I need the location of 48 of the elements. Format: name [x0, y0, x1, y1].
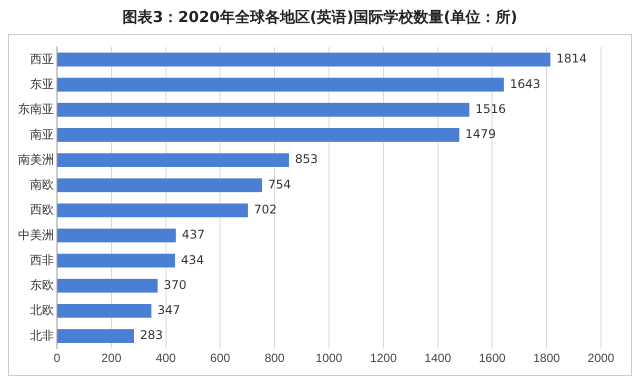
data-label: 754 — [268, 177, 291, 192]
data-label: 370 — [164, 278, 187, 292]
data-label: 702 — [254, 202, 277, 216]
data-label: 1814 — [556, 52, 587, 66]
bar — [58, 304, 152, 318]
x-tick-label: 800 — [264, 351, 285, 366]
data-label: 434 — [181, 252, 204, 267]
x-tick-label: 1200 — [370, 351, 398, 366]
y-tick-label: 东南亚 — [18, 102, 54, 116]
bar — [58, 203, 248, 218]
y-tick-label: 北非 — [30, 328, 54, 342]
bar — [58, 52, 550, 66]
y-tick-label: 东欧 — [30, 278, 54, 292]
bar — [58, 278, 158, 293]
bar — [58, 329, 134, 343]
x-tick-label: 1800 — [533, 351, 560, 366]
bar — [58, 128, 460, 142]
data-label: 1479 — [465, 127, 496, 142]
y-tick-label: 南欧 — [30, 178, 54, 192]
bar — [58, 78, 504, 92]
x-tick-label: 2000 — [588, 351, 615, 366]
x-tick-label: 200 — [101, 351, 122, 366]
y-tick-label: 中美洲 — [18, 228, 54, 242]
x-tick-label: 600 — [210, 351, 231, 366]
data-label: 853 — [295, 152, 318, 166]
bar — [58, 153, 290, 168]
x-tick-label: 1400 — [424, 351, 452, 366]
chart-title: 图表3：2020年全球各地区(英语)国际学校数量(单位：所) — [122, 7, 518, 28]
data-label: 1516 — [475, 102, 506, 116]
y-tick-label: 南美洲 — [18, 152, 54, 166]
x-tick-label: 1000 — [316, 351, 343, 366]
y-tick-label: 北欧 — [30, 303, 54, 318]
data-label: 283 — [140, 328, 163, 342]
y-tick-label: 南亚 — [30, 127, 54, 142]
data-label: 347 — [157, 303, 180, 318]
data-label: 1643 — [510, 76, 540, 91]
y-tick-label: 西非 — [30, 252, 54, 267]
bar — [58, 178, 262, 192]
x-tick-label: 1600 — [478, 351, 506, 366]
y-tick-label: 西亚 — [30, 52, 54, 66]
bar — [58, 102, 470, 117]
x-tick-label: 0 — [54, 351, 61, 366]
bar — [58, 228, 176, 242]
bar — [58, 254, 176, 268]
x-tick-label: 400 — [156, 351, 176, 366]
y-tick-label: 西欧 — [30, 202, 54, 217]
y-tick-label: 东亚 — [30, 77, 54, 92]
data-label: 437 — [182, 228, 205, 242]
